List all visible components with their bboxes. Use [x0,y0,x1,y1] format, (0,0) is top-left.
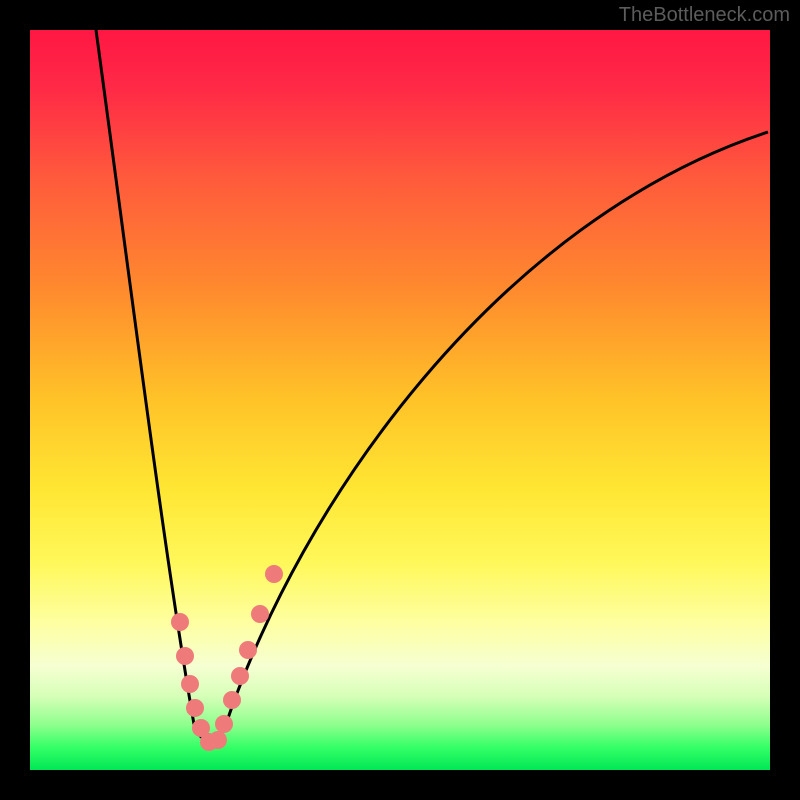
data-marker [215,715,233,733]
data-marker [209,731,227,749]
data-marker [265,565,283,583]
watermark-text: TheBottleneck.com [619,4,790,27]
data-marker [231,667,249,685]
data-marker [251,605,269,623]
data-marker [186,699,204,717]
data-marker [223,691,241,709]
data-marker [171,613,189,631]
bottleneck-chart-svg [0,0,800,800]
data-marker [181,675,199,693]
data-marker [239,641,257,659]
chart-container: TheBottleneck.com [0,0,800,800]
data-marker [176,647,194,665]
chart-background-gradient [30,30,770,770]
